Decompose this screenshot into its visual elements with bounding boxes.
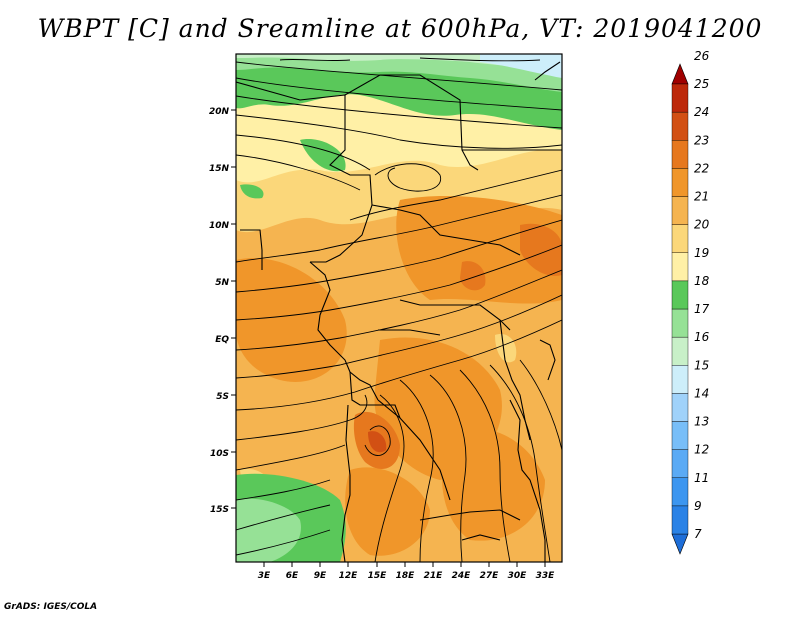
country-borders	[236, 61, 562, 562]
map-frame	[235, 53, 563, 563]
colorbar-label: 12	[694, 443, 709, 457]
colorbar-swatch	[671, 140, 689, 169]
streamlines	[236, 57, 562, 562]
lon-label-6e: 6E	[286, 571, 299, 581]
grads-credit: GrADS: IGES/COLA	[4, 602, 98, 612]
latitude-axis	[231, 109, 236, 509]
longitude-axis	[263, 562, 546, 567]
lat-label-10s: 10S	[210, 449, 229, 459]
colorbar-label: 21	[694, 190, 709, 204]
lat-label-10n: 10N	[209, 221, 230, 231]
lat-label-5s: 5S	[216, 392, 229, 402]
colorbar-swatch	[671, 505, 689, 535]
colorbar-swatch	[671, 393, 689, 422]
colorbar-min-triangle	[671, 533, 689, 555]
colorbar-label: 9	[694, 499, 702, 513]
colorbar-label: 14	[694, 386, 709, 400]
colorbar-label: 24	[694, 105, 709, 119]
colorbar-label: 26	[694, 49, 710, 63]
plot-title: WBPT [C] and Sreamline at 600hPa, VT: 20…	[37, 14, 763, 43]
colorbar-swatch	[671, 421, 689, 450]
colorbar-label: 25	[694, 77, 709, 91]
lon-label-9e: 9E	[314, 571, 327, 581]
colorbar-swatch	[671, 477, 689, 507]
colorbar: 7 9 11 12 13 14 15 16 17 18 19 20 21 22 23 24 25 26	[671, 49, 710, 555]
colorbar-swatch	[671, 196, 689, 225]
lat-label-15n: 15N	[209, 164, 230, 174]
lon-label-33e: 33E	[536, 571, 556, 581]
colorbar-label: 16	[694, 330, 710, 344]
lon-label-21e: 21E	[424, 571, 444, 581]
colorbar-swatch	[671, 252, 689, 282]
colorbar-swatch	[671, 168, 689, 197]
lat-label-20n: 20N	[209, 107, 230, 117]
lon-label-18e: 18E	[396, 571, 416, 581]
lon-label-12e: 12E	[339, 571, 359, 581]
lat-label-15s: 15S	[210, 505, 229, 515]
lon-label-27e: 27E	[480, 571, 500, 581]
colorbar-label: 13	[694, 415, 709, 429]
colorbar-swatch	[671, 365, 689, 394]
lat-label-5n: 5N	[215, 278, 229, 288]
colorbar-swatch	[671, 111, 689, 141]
latitude-labels: 20N 15N 10N 5N EQ 5S 10S 15S	[209, 107, 230, 515]
colorbar-swatch	[671, 308, 689, 338]
colorbar-swatch	[671, 83, 689, 113]
colorbar-swatch	[671, 280, 689, 310]
colorbar-max-triangle	[671, 63, 689, 85]
lon-label-24e: 24E	[452, 571, 472, 581]
colorbar-label: 20	[694, 218, 710, 232]
colorbar-swatch	[671, 449, 689, 478]
colorbar-label: 19	[694, 246, 709, 260]
colorbar-label: 18	[694, 274, 710, 288]
colorbar-label: 15	[694, 358, 709, 372]
colorbar-swatch	[671, 336, 689, 366]
lon-label-3e: 3E	[258, 571, 271, 581]
longitude-labels: 3E 6E 9E 12E 15E 18E 21E 24E 27E 30E 33E	[258, 571, 555, 581]
colorbar-label: 22	[694, 161, 709, 175]
colorbar-label: 11	[694, 471, 709, 485]
colorbar-label: 17	[694, 302, 710, 316]
lon-label-30e: 30E	[508, 571, 528, 581]
lon-label-15e: 15E	[368, 571, 388, 581]
wbpt-field	[236, 54, 562, 562]
colorbar-swatch	[671, 224, 689, 253]
colorbar-label: 7	[694, 527, 702, 541]
lat-label-eq: EQ	[215, 335, 229, 345]
colorbar-label: 23	[694, 133, 709, 147]
